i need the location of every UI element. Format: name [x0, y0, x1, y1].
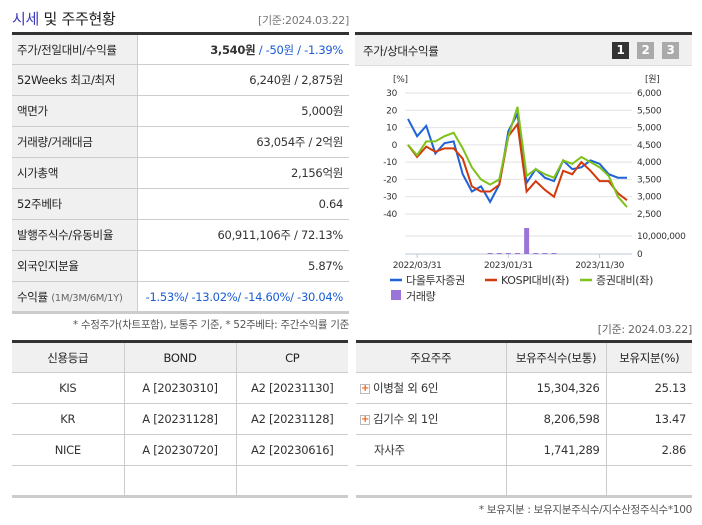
volume-bar — [487, 253, 493, 254]
volume-bar — [505, 253, 511, 254]
volume-bar — [524, 228, 530, 254]
x-tick-label: 2023/11/30 — [575, 261, 624, 271]
right-tick-label: 5,500 — [637, 106, 662, 116]
chart-panel: 주가/상대수익률 1 2 3 [%] [원] 30 6,000 20 5,500 10 5,0… — [355, 32, 692, 312]
volume-bar — [542, 253, 548, 254]
legend-swatch — [391, 290, 401, 300]
x-tick-label: 2023/01/31 — [484, 261, 533, 271]
expand-icon[interactable]: + — [360, 413, 370, 425]
table-row: + 이병철 외 6인 15,304,326 25.13 — [356, 372, 692, 404]
volume-tick-label: 10,000,000 — [637, 232, 686, 242]
table-row: 52주베타 0.64 — [12, 188, 349, 220]
volume-bar — [551, 253, 557, 254]
holders-base-date: [기준: 2024.03.22] — [597, 323, 693, 336]
table-row: 자사주 1,741,289 2.86 — [356, 434, 692, 466]
left-tick-label: 10 — [386, 124, 397, 134]
credit-rating-table: 신용등급 BOND CP KIS A [20230310] A2 [20231130] … — [12, 340, 348, 498]
left-tick-label: -10 — [383, 158, 397, 168]
expand-icon[interactable]: + — [360, 382, 370, 394]
chart-page-2-button[interactable]: 2 — [637, 42, 654, 59]
table-row: + 김기수 외 1인 8,206,598 13.47 — [356, 403, 692, 435]
table-row: KR A [20231128] A2 [20231128] — [12, 403, 348, 435]
left-tick-label: 20 — [386, 106, 397, 116]
left-tick-label: 30 — [386, 89, 397, 99]
table-row: NICE A [20230720] A2 [20230616] — [12, 434, 348, 466]
right-tick-label: 4,000 — [637, 158, 662, 168]
table-row: 액면가 5,000원 — [12, 95, 349, 127]
section-title: 시세 및 주주현황 — [12, 10, 116, 28]
table-row — [12, 465, 348, 498]
legend-label: KOSPI대비(좌) — [501, 274, 569, 287]
right-tick-label: 6,000 — [637, 89, 662, 99]
volume-tick-label: 0 — [637, 250, 643, 260]
major-shareholders-table: 주요주주 보유주식수(보통) 보유지분(%) + 이병철 외 6인 15,304,326… — [356, 340, 692, 498]
legend-label: 증권대비(좌) — [596, 274, 653, 287]
table-row: 거래량/거래대금 63,054주 / 2억원 — [12, 126, 349, 158]
holders-note: * 보유지분 : 보유지분주식수/지수산정주식수*100 — [478, 504, 692, 516]
base-date: [기준:2024.03.22] — [257, 14, 349, 27]
table-row: 52Weeks 최고/최저 6,240원 / 2,875원 — [12, 64, 349, 96]
left-tick-label: -20 — [383, 175, 397, 185]
volume-bar — [533, 253, 539, 254]
relative-return-chart: [%] [원] 30 6,000 20 5,500 10 5,000 0 4,500 -10 4,00… — [383, 74, 686, 303]
right-tick-label: 5,000 — [637, 124, 662, 134]
legend-label: 거래량 — [406, 290, 436, 303]
right-tick-label: 3,500 — [637, 175, 662, 185]
chart-page-3-button[interactable]: 3 — [662, 42, 679, 59]
legend-label: 다올투자증권 — [406, 274, 465, 287]
left-unit: [%] — [393, 75, 408, 85]
right-tick-label: 4,500 — [637, 141, 662, 151]
table-row: 시가총액 2,156억원 — [12, 157, 349, 189]
table-row: 발행주식수/유동비율 60,911,106주 / 72.13% — [12, 219, 349, 251]
left-tick-label: 0 — [392, 141, 398, 151]
right-unit: [원] — [645, 74, 659, 85]
x-tick-label: 2022/03/31 — [393, 261, 442, 271]
volume-bar — [515, 253, 520, 254]
table-row: 외국인지분율 5.87% — [12, 250, 349, 282]
price-summary-table: 주가/전일대비/수익률 3,540원 / -50원 / -1.39% 52Week… — [12, 32, 349, 314]
volume-bar — [496, 253, 502, 254]
right-tick-label: 2,500 — [637, 210, 662, 220]
series-line — [407, 106, 628, 208]
summary-note: * 수정주가(차트포함), 보통주 기준, * 52주베타: 주간수익률 기준 — [72, 319, 349, 331]
chart-title: 주가/상대수익률 — [363, 44, 439, 58]
chart-page-1-button[interactable]: 1 — [612, 42, 629, 59]
series-line — [407, 121, 628, 201]
table-row: 주가/전일대비/수익률 3,540원 / -50원 / -1.39% — [12, 33, 349, 65]
left-tick-label: -40 — [383, 210, 397, 220]
table-row — [356, 465, 692, 498]
table-row: 수익률 (1M/3M/6M/1Y) -1.53%/ -13.02%/ -14.60… — [12, 281, 349, 314]
right-tick-label: 3,000 — [637, 193, 662, 203]
left-tick-label: -30 — [383, 193, 397, 203]
table-row: KIS A [20230310] A2 [20231130] — [12, 372, 348, 404]
